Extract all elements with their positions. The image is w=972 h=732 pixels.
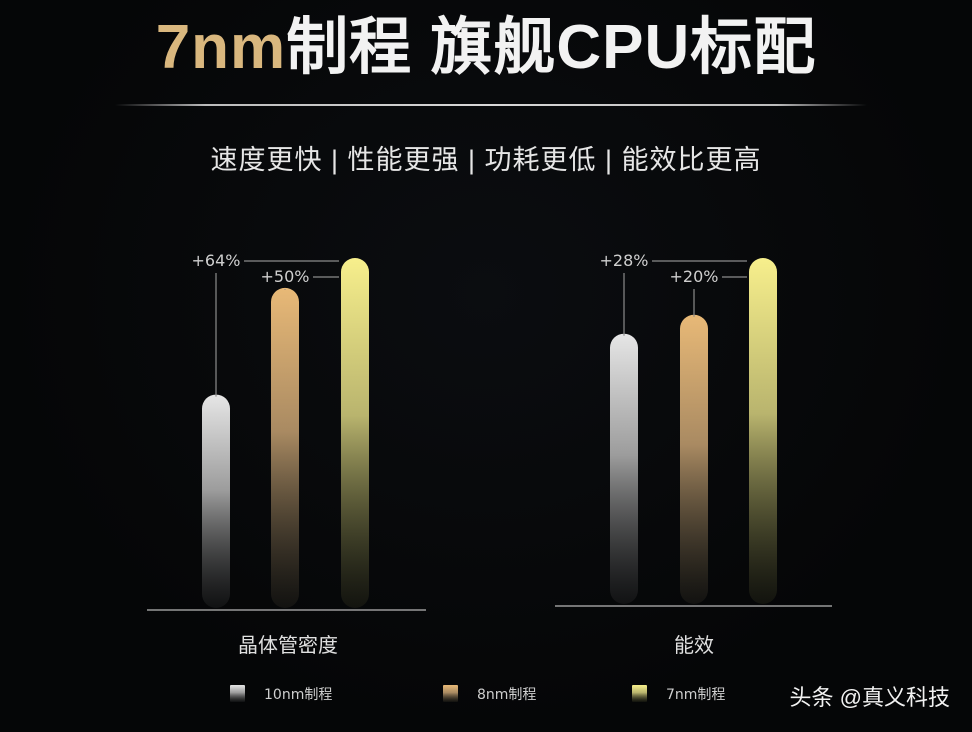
legend-label-3: 7nm制程 xyxy=(666,687,725,703)
bar-1-2 xyxy=(271,287,299,608)
slide-title: 7nm制程 旗舰CPU标配 xyxy=(0,8,972,88)
annotation-2-1: +28% xyxy=(600,251,649,270)
bar-2-2 xyxy=(680,314,708,604)
legend-label-1: 10nm制程 xyxy=(264,687,332,703)
category-label-2: 能效 xyxy=(674,633,714,657)
bar-2-1 xyxy=(610,333,638,604)
bar-1-3 xyxy=(341,258,369,608)
annotation-2-2: +20% xyxy=(670,267,719,286)
annotation-1-2: +50% xyxy=(261,267,310,286)
legend-swatch-1 xyxy=(230,685,245,702)
slide-subtitle: 速度更快 | 性能更强 | 功耗更低 | 能效比更高 xyxy=(210,145,762,175)
watermark: 头条 @真义科技 xyxy=(789,685,950,710)
title-highlight: 7nm xyxy=(155,13,287,82)
category-label-1: 晶体管密度 xyxy=(238,633,338,657)
legend-label-2: 8nm制程 xyxy=(477,687,536,703)
annotation-1-1: +64% xyxy=(192,251,241,270)
title-divider xyxy=(115,104,867,106)
legend-swatch-2 xyxy=(443,685,458,702)
legend-swatch-3 xyxy=(632,685,647,702)
title-rest: 制程 旗舰CPU标配 xyxy=(286,13,817,82)
bar-1-1 xyxy=(202,394,230,608)
bar-2-3 xyxy=(749,258,777,604)
